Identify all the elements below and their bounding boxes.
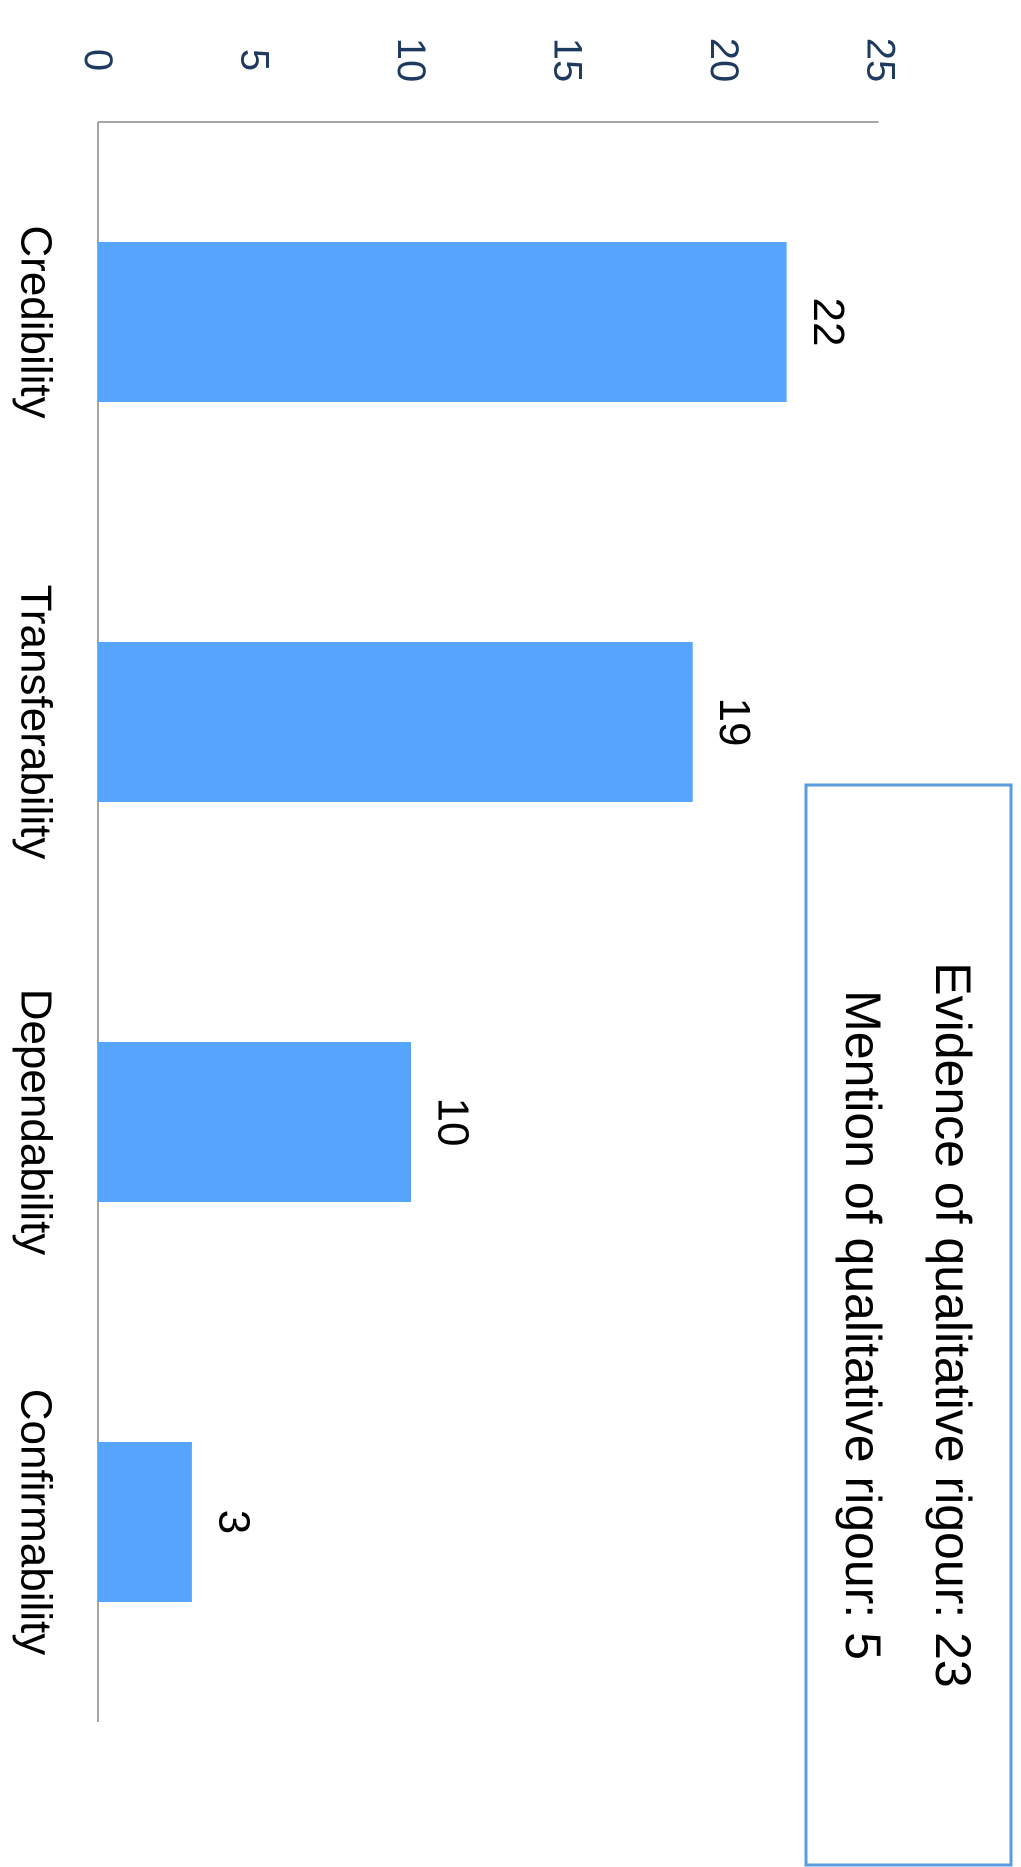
bar-transferability <box>98 642 693 802</box>
data-label-credibility: 22 <box>804 298 853 347</box>
bar-credibility <box>98 242 787 402</box>
category-label-transferability: Transferability <box>12 585 61 860</box>
category-label-confirmability: Confirmability <box>12 1389 61 1656</box>
value-tick-label: 25 <box>859 38 903 83</box>
bar-confirmability <box>98 1442 192 1602</box>
annotation-line-mention: Mention of qualitative rigour: 5 <box>835 990 891 1660</box>
annotation-line-evidence: Evidence of qualitative rigour: 23 <box>925 962 981 1687</box>
bar-dependability <box>98 1042 411 1202</box>
chart-rotated-frame: 0 5 10 15 20 25 Credibility Transferability Dep… <box>12 38 1013 1867</box>
data-label-confirmability: 3 <box>209 1510 258 1534</box>
value-tick-label: 0 <box>76 49 120 71</box>
category-label-credibility: Credibility <box>12 225 61 418</box>
category-labels: Credibility Transferability Dependability C… <box>12 225 61 1655</box>
data-label-dependability: 10 <box>429 1098 478 1147</box>
value-tick-label: 5 <box>233 49 277 71</box>
bars <box>98 242 787 1602</box>
value-tick-label: 20 <box>702 38 746 83</box>
data-labels: 22 19 10 3 <box>209 298 853 1535</box>
value-tick-label: 10 <box>389 38 433 83</box>
value-tick-label: 15 <box>546 38 590 83</box>
category-label-dependability: Dependability <box>12 989 61 1256</box>
value-ticks: 0 5 10 15 20 25 <box>76 38 903 83</box>
annotation-box <box>804 783 1013 1867</box>
data-label-transferability: 19 <box>710 698 759 747</box>
